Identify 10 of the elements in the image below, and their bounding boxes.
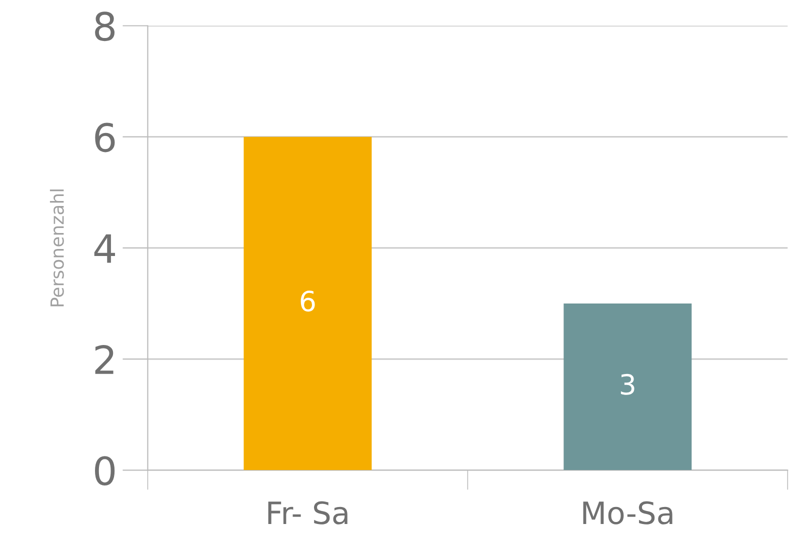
y-tick-label: 2 [95,344,114,374]
data-label: 6 [300,290,315,312]
y-tick-label: 8 [95,12,115,42]
data-label: 3 [620,374,634,395]
x-tick-label: Fr- Sa [268,501,348,524]
x-tick-label: Mo-Sa [583,501,672,524]
y-tick-label: 6 [95,122,115,152]
y-tick-label: 4 [94,234,115,263]
y-axis-title: Personenzahl [50,190,64,306]
y-tick-label: 0 [94,456,115,486]
